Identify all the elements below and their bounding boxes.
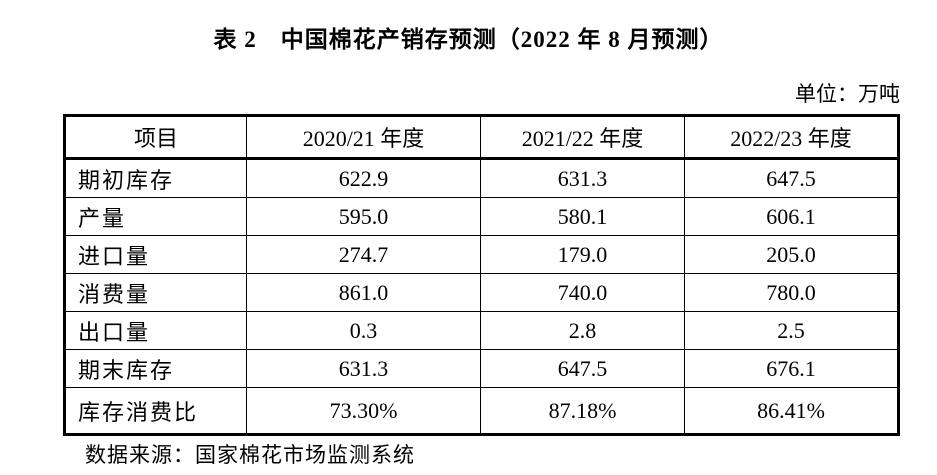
row-label: 消费量 [64,273,247,312]
cell: 2.8 [480,311,685,350]
cell: 87.18% [480,387,685,435]
cell: 73.30% [246,387,481,435]
column-header-year1: 2020/21 年度 [246,115,481,160]
table-title: 表 2 中国棉花产销存预测（2022 年 8 月预测） [213,27,724,52]
cell: 580.1 [480,197,685,236]
cell: 86.41% [684,387,899,435]
cell: 606.1 [684,197,899,236]
cell: 179.0 [480,235,685,274]
row-label: 产量 [64,197,247,236]
cell: 631.3 [246,349,481,388]
data-source-note: 数据来源：国家棉花市场监测系统 [85,443,415,467]
row-label: 出口量 [64,311,247,350]
cell: 861.0 [246,273,481,312]
cell: 631.3 [480,158,685,198]
unit-label: 单位：万吨 [795,82,900,106]
row-label: 期末库存 [64,349,247,388]
table-row-exports: 出口量 0.3 2.8 2.5 [64,311,899,350]
cell: 622.9 [246,158,481,198]
row-label: 期初库存 [64,158,247,198]
table-row-production: 产量 595.0 580.1 606.1 [64,197,899,236]
column-header-year2: 2021/22 年度 [480,115,685,160]
cell: 676.1 [684,349,899,388]
row-label: 进口量 [64,235,247,274]
row-label: 库存消费比 [64,387,247,435]
table-row-ending-stock: 期末库存 631.3 647.5 676.1 [64,349,899,388]
column-header-year3: 2022/23 年度 [684,115,899,160]
cell: 740.0 [480,273,685,312]
cell: 780.0 [684,273,899,312]
cell: 647.5 [480,349,685,388]
cotton-forecast-table: 项目 2020/21 年度 2021/22 年度 2022/23 年度 期初库存… [63,114,900,436]
column-header-item: 项目 [64,115,247,160]
table-row-imports: 进口量 274.7 179.0 205.0 [64,235,899,274]
table-row-beginning-stock: 期初库存 622.9 631.3 647.5 [64,158,899,198]
cell: 274.7 [246,235,481,274]
cell: 2.5 [684,311,899,350]
cell: 0.3 [246,311,481,350]
cell: 595.0 [246,197,481,236]
cell: 205.0 [684,235,899,274]
table-row-stock-consumption-ratio: 库存消费比 73.30% 87.18% 86.41% [64,387,899,435]
cell: 647.5 [684,158,899,198]
header-row: 项目 2020/21 年度 2021/22 年度 2022/23 年度 [64,115,899,160]
table-row-consumption: 消费量 861.0 740.0 780.0 [64,273,899,312]
